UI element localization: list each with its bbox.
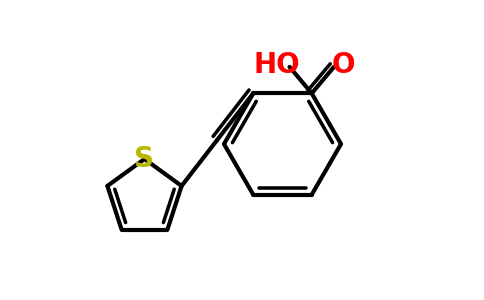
Text: HO: HO	[254, 51, 300, 80]
Text: O: O	[332, 51, 355, 80]
Text: S: S	[135, 145, 154, 173]
